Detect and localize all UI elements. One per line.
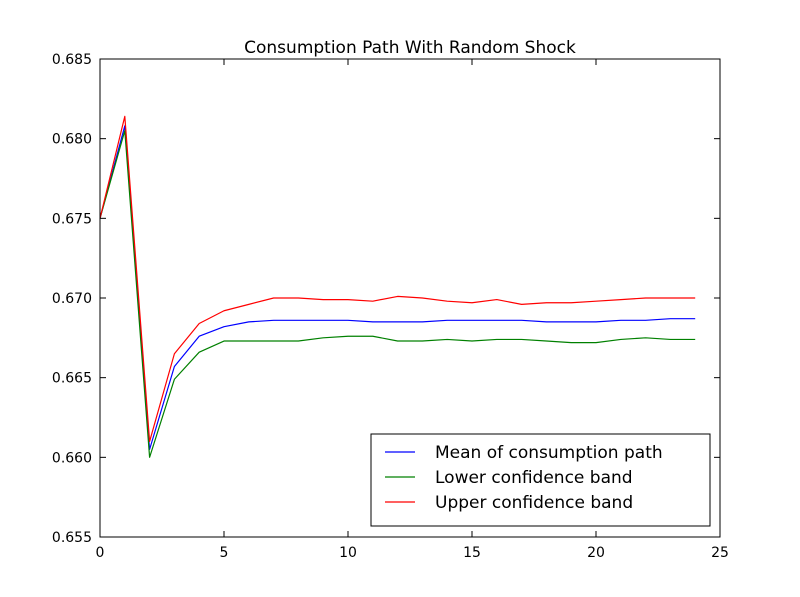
y-tick-label: 0.660 <box>52 450 92 466</box>
x-tick-label: 15 <box>463 545 481 561</box>
series-layer <box>99 115 696 458</box>
y-tick-label: 0.680 <box>52 132 92 148</box>
series-line-3 <box>99 115 696 442</box>
axis-ticks: 0 5 10 15 20 25 0.655 0.660 0.665 0.670 0.675 0.680… <box>52 52 729 561</box>
chart-title: Consumption Path With Random Shock <box>244 38 576 58</box>
y-tick-label: 0.675 <box>52 211 92 227</box>
x-tick-label: 5 <box>220 545 229 561</box>
x-tick-label: 10 <box>339 545 357 561</box>
y-tick-label: 0.665 <box>52 371 92 387</box>
x-tick-label: 20 <box>587 545 605 561</box>
y-tick-label: 0.670 <box>52 291 92 307</box>
y-tick-label: 0.685 <box>52 52 92 68</box>
legend-label: Mean of consumption path <box>435 443 663 463</box>
series-line-2 <box>99 130 696 458</box>
legend-label: Upper confidence band <box>435 493 633 513</box>
legend-label: Lower confidence band <box>435 468 633 488</box>
legend-box <box>370 433 711 527</box>
y-tick-label: 0.655 <box>52 530 92 546</box>
legend: Mean of consumption path Lower confidence… <box>370 433 711 527</box>
x-tick-label: 0 <box>96 545 105 561</box>
x-tick-label: 25 <box>711 545 729 561</box>
series-line-1 <box>99 125 696 450</box>
